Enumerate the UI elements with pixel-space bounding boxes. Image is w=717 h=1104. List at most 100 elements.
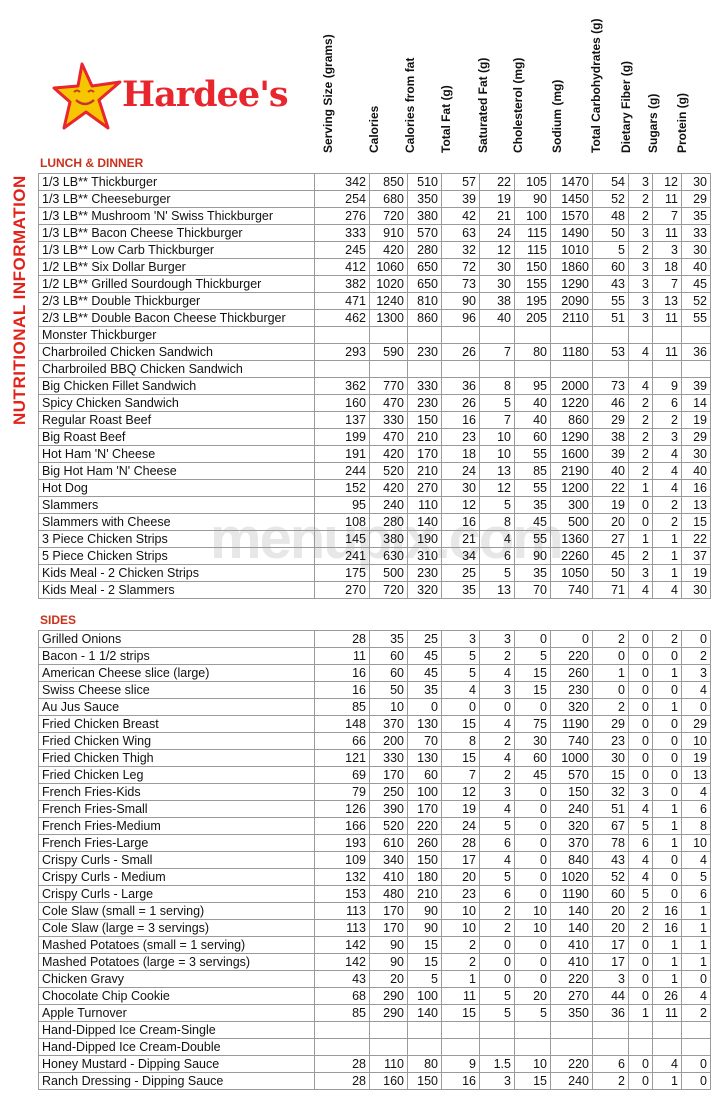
nutrient-value: 95 — [514, 377, 551, 395]
nutrient-value: 2110 — [550, 309, 593, 327]
nutrient-value — [514, 1021, 551, 1039]
nutrient-value: 16 — [314, 681, 370, 699]
nutrient-value: 2 — [441, 936, 480, 954]
nutrient-value: 230 — [407, 394, 442, 412]
nutrient-value: 28 — [314, 630, 370, 648]
nutrient-value: 60 — [369, 664, 408, 682]
nutrient-value: 240 — [550, 1072, 593, 1090]
nutrient-value: 10 — [479, 428, 515, 446]
nutrient-value: 100 — [407, 783, 442, 801]
nutrient-value: 810 — [407, 292, 442, 310]
nutrient-value: 2 — [479, 647, 515, 665]
nutrient-value: 2 — [628, 445, 653, 463]
table-row: 1/3 LB** Bacon Cheese Thickburger 333 910 5… — [38, 224, 711, 242]
nutrient-value: 44 — [592, 987, 629, 1005]
nutrient-value: 105 — [514, 173, 551, 191]
nutrient-value: 370 — [369, 715, 408, 733]
nutrient-value: 0 — [628, 749, 653, 767]
nutrient-value: 15 — [441, 749, 480, 767]
nutrient-value: 9 — [441, 1055, 480, 1073]
item-name: Crispy Curls - Small — [38, 851, 315, 869]
item-name: Crispy Curls - Medium — [38, 868, 315, 886]
nutrient-value: 60 — [369, 647, 408, 665]
nutrient-value: 0 — [652, 783, 682, 801]
nutrient-value: 21 — [441, 530, 480, 548]
nutrient-value: 310 — [407, 547, 442, 565]
nutrient-value: 293 — [314, 343, 370, 361]
nutrient-value: 770 — [369, 377, 408, 395]
nutrient-value: 8 — [479, 377, 515, 395]
nutrient-value: 85 — [314, 1004, 370, 1022]
nutrient-value: 1300 — [369, 309, 408, 327]
nutrient-value: 51 — [592, 800, 629, 818]
nutrient-value: 27 — [592, 530, 629, 548]
nutrition-table: Grilled Onions 28 35 25 3 3 0 0 2 0 2 0 Bacon - 1 1/… — [38, 630, 711, 1090]
nutrient-value: 0 — [681, 1055, 711, 1073]
nutrient-value: 1200 — [550, 479, 593, 497]
nutrient-value: 37 — [681, 547, 711, 565]
nutrient-value: 10 — [479, 445, 515, 463]
nutrient-value: 1 — [628, 1004, 653, 1022]
item-name: 1/3 LB** Cheeseburger — [38, 190, 315, 208]
nutrient-value: 55 — [592, 292, 629, 310]
nutrient-value — [628, 1021, 653, 1039]
nutrient-value: 462 — [314, 309, 370, 327]
nutrient-value: 0 — [479, 953, 515, 971]
nutrient-value: 10 — [681, 732, 711, 750]
nutrient-value: 240 — [550, 800, 593, 818]
nutrient-value: 5 — [479, 817, 515, 835]
table-row: French Fries-Medium 166 520 220 24 5 0 320 67 5 1 8 — [38, 817, 711, 835]
nutrient-value: 4 — [479, 664, 515, 682]
nutrient-value: 36 — [592, 1004, 629, 1022]
nutrient-value: 28 — [314, 1072, 370, 1090]
item-name: 2/3 LB** Double Bacon Cheese Thickburger — [38, 309, 315, 327]
nutrient-value: 190 — [407, 530, 442, 548]
nutrient-value: 26 — [652, 987, 682, 1005]
nutrient-value: 7 — [652, 207, 682, 225]
item-name: Chicken Gravy — [38, 970, 315, 988]
table-row: Fried Chicken Leg 69 170 60 7 2 45 570 15 0 0 13 — [38, 766, 711, 784]
nutrient-value: 121 — [314, 749, 370, 767]
nutrient-value: 19 — [681, 749, 711, 767]
nutrient-value: 3 — [479, 681, 515, 699]
nutrient-value: 19 — [479, 190, 515, 208]
nutrient-value: 11 — [652, 190, 682, 208]
nutrient-value: 0 — [407, 698, 442, 716]
nutrient-value: 11 — [652, 224, 682, 242]
nutrient-value: 1220 — [550, 394, 593, 412]
nutrient-value: 0 — [514, 851, 551, 869]
nutrient-value: 34 — [441, 547, 480, 565]
nutrient-value: 570 — [407, 224, 442, 242]
nutrient-value: 0 — [628, 715, 653, 733]
nutrient-value: 4 — [628, 868, 653, 886]
table-row: French Fries-Small 126 390 170 19 4 0 240 51 4 1 6 — [38, 800, 711, 818]
nutrient-value: 166 — [314, 817, 370, 835]
nutrient-value: 220 — [550, 647, 593, 665]
nutrient-value: 30 — [441, 479, 480, 497]
item-name: Fried Chicken Wing — [38, 732, 315, 750]
nutrient-value: 3 — [628, 258, 653, 276]
nutrient-value: 30 — [681, 445, 711, 463]
table-row: Mashed Potatoes (small = 1 serving) 142 90… — [38, 936, 711, 954]
nutrient-value: 500 — [550, 513, 593, 531]
item-name: Big Hot Ham 'N' Cheese — [38, 462, 315, 480]
nutrient-value — [314, 1021, 370, 1039]
nutrient-value: 2190 — [550, 462, 593, 480]
nutrient-value: 6 — [479, 547, 515, 565]
nutrient-value: 0 — [628, 766, 653, 784]
item-name: Hand-Dipped Ice Cream-Single — [38, 1021, 315, 1039]
nutrient-value: 5 — [479, 394, 515, 412]
nutrient-value: 1 — [652, 698, 682, 716]
nutrient-value: 22 — [592, 479, 629, 497]
column-header-label: Calories — [367, 105, 381, 153]
nutrient-value: 142 — [314, 936, 370, 954]
nutrient-value: 0 — [628, 1072, 653, 1090]
nutrient-value: 1190 — [550, 885, 593, 903]
nutrient-value: 45 — [592, 547, 629, 565]
nutrient-value: 850 — [369, 173, 408, 191]
item-name: Cole Slaw (small = 1 serving) — [38, 902, 315, 920]
nutrient-value: 17 — [441, 851, 480, 869]
nutrient-value — [592, 1038, 629, 1056]
nutrient-value: 36 — [441, 377, 480, 395]
nutrient-value: 7 — [479, 343, 515, 361]
